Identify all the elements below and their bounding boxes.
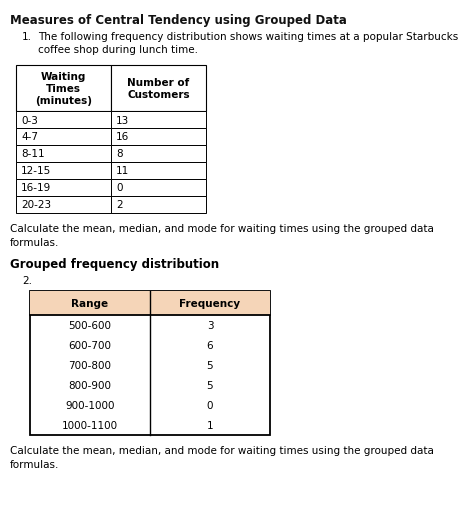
Text: 20-23: 20-23 [21,200,51,210]
Text: 2: 2 [116,200,123,210]
Text: 13: 13 [116,115,129,125]
Bar [111,112,206,129]
Text: 0: 0 [207,400,213,410]
Bar [16,163,111,180]
Text: 700-800: 700-800 [69,360,111,370]
Text: 1000-1100: 1000-1100 [62,420,118,430]
Text: 900-1000: 900-1000 [65,400,115,410]
Text: 1.: 1. [22,32,32,42]
Bar [16,146,111,163]
Text: Measures of Central Tendency using Grouped Data: Measures of Central Tendency using Group… [10,14,347,27]
Bar [30,292,270,435]
Text: Range: Range [72,298,109,308]
Text: 11: 11 [116,166,129,176]
Text: 0: 0 [116,183,122,193]
Bar [16,112,111,129]
Text: 600-700: 600-700 [69,341,111,350]
Bar [16,129,111,146]
Bar [111,129,206,146]
Text: Waiting
Times
(minutes): Waiting Times (minutes) [35,72,92,105]
Bar [16,180,111,196]
Bar [16,196,111,214]
Text: Calculate the mean, median, and mode for waiting times using the grouped data
fo: Calculate the mean, median, and mode for… [10,445,434,469]
Text: 0-3: 0-3 [21,115,38,125]
Text: 1: 1 [207,420,213,430]
Text: 2.: 2. [22,275,32,286]
Bar [16,66,111,112]
Bar [111,146,206,163]
Bar [111,66,206,112]
Text: 6: 6 [207,341,213,350]
Text: The following frequency distribution shows waiting times at a popular Starbucks
: The following frequency distribution sho… [38,32,458,55]
Bar [111,196,206,214]
Text: 500-600: 500-600 [69,320,111,330]
Text: 16: 16 [116,132,129,142]
Text: 16-19: 16-19 [21,183,51,193]
Text: Number of
Customers: Number of Customers [127,78,190,100]
Text: 5: 5 [207,360,213,370]
Text: 5: 5 [207,380,213,390]
Text: 3: 3 [207,320,213,330]
Bar [111,163,206,180]
Text: 12-15: 12-15 [21,166,51,176]
Text: 4-7: 4-7 [21,132,38,142]
Text: 800-900: 800-900 [69,380,111,390]
Text: Frequency: Frequency [180,298,241,308]
Text: Grouped frequency distribution: Grouped frequency distribution [10,258,219,270]
Text: 8: 8 [116,149,123,159]
Text: Calculate the mean, median, and mode for waiting times using the grouped data
fo: Calculate the mean, median, and mode for… [10,223,434,247]
Bar [30,292,270,316]
Bar [111,180,206,196]
Text: 8-11: 8-11 [21,149,45,159]
